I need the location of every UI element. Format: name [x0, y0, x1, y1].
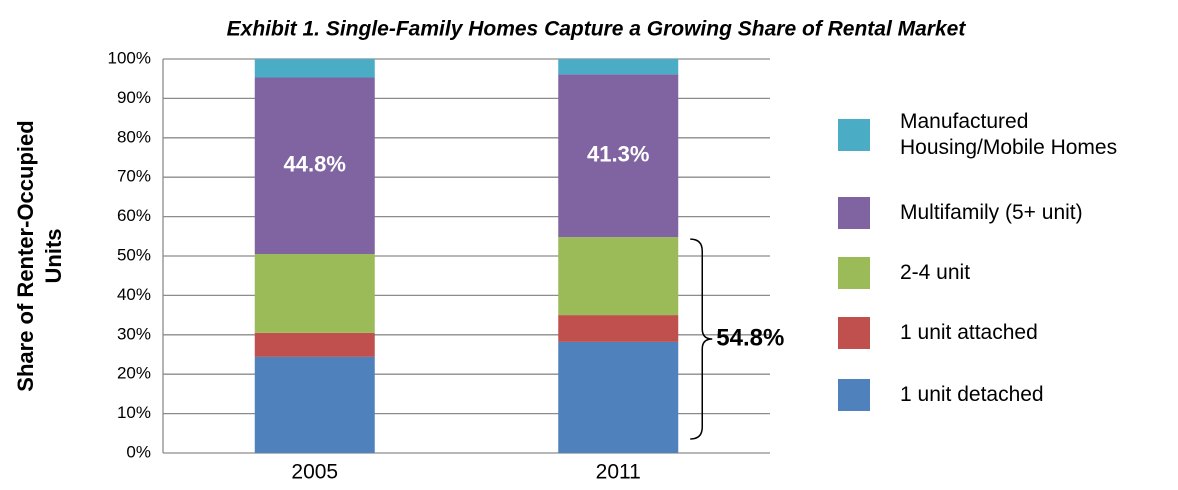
data-label: 41.3%: [587, 142, 649, 167]
data-label: 44.8%: [284, 152, 346, 177]
x-tick-label: 2011: [596, 461, 641, 484]
y-tick-label: 30%: [117, 324, 151, 343]
legend-item: Manufactured Housing/Mobile Homes: [838, 109, 1168, 161]
chart-title: Exhibit 1. Single-Family Homes Capture a…: [227, 18, 967, 41]
y-tick-label: 10%: [117, 403, 151, 422]
legend-item: 1 unit detached: [838, 369, 1168, 421]
bar-segment: [558, 341, 679, 453]
legend-item: 2-4 unit: [838, 247, 1168, 299]
legend-item: 1 unit attached: [838, 307, 1168, 359]
bar-segment: [558, 74, 679, 238]
legend-label: 1 unit detached: [900, 383, 1044, 406]
y-tick-label: 0%: [126, 442, 151, 461]
bar-segment: [558, 59, 679, 75]
legend-swatch: [838, 379, 870, 411]
bar-segment: [254, 254, 375, 333]
y-axis-label: Share of Renter-Occupied Units: [13, 120, 66, 392]
y-tick-label: 20%: [117, 364, 151, 383]
legend-swatch: [838, 119, 870, 151]
bar-segment: [254, 332, 375, 357]
legend-label: Multifamily (5+ unit): [900, 201, 1083, 224]
y-tick-label: 80%: [117, 127, 151, 146]
y-tick-label: 40%: [117, 285, 151, 304]
bar-segment: [558, 237, 679, 316]
x-tick-label: 2005: [291, 461, 338, 484]
y-tick-label: 100%: [108, 48, 151, 67]
bar-segment: [254, 356, 375, 453]
legend-label: Manufactured Housing/Mobile Homes: [900, 110, 1118, 159]
bar-segment: [254, 77, 375, 255]
legend-label: 2-4 unit: [900, 261, 971, 284]
y-tick-label: 90%: [117, 88, 151, 107]
bracket: [690, 238, 713, 440]
bar-segment: [558, 315, 679, 342]
legend-swatch: [838, 197, 870, 229]
legend-label: 1 unit attached: [900, 321, 1038, 344]
y-tick-label: 50%: [117, 245, 151, 264]
bar-segment: [254, 59, 375, 78]
y-tick-label: 70%: [117, 167, 151, 186]
legend-swatch: [838, 317, 870, 349]
legend-swatch: [838, 257, 870, 289]
annotation: 54.8%: [716, 324, 784, 351]
y-tick-label: 60%: [117, 206, 151, 225]
legend-item: Multifamily (5+ unit): [838, 187, 1168, 239]
